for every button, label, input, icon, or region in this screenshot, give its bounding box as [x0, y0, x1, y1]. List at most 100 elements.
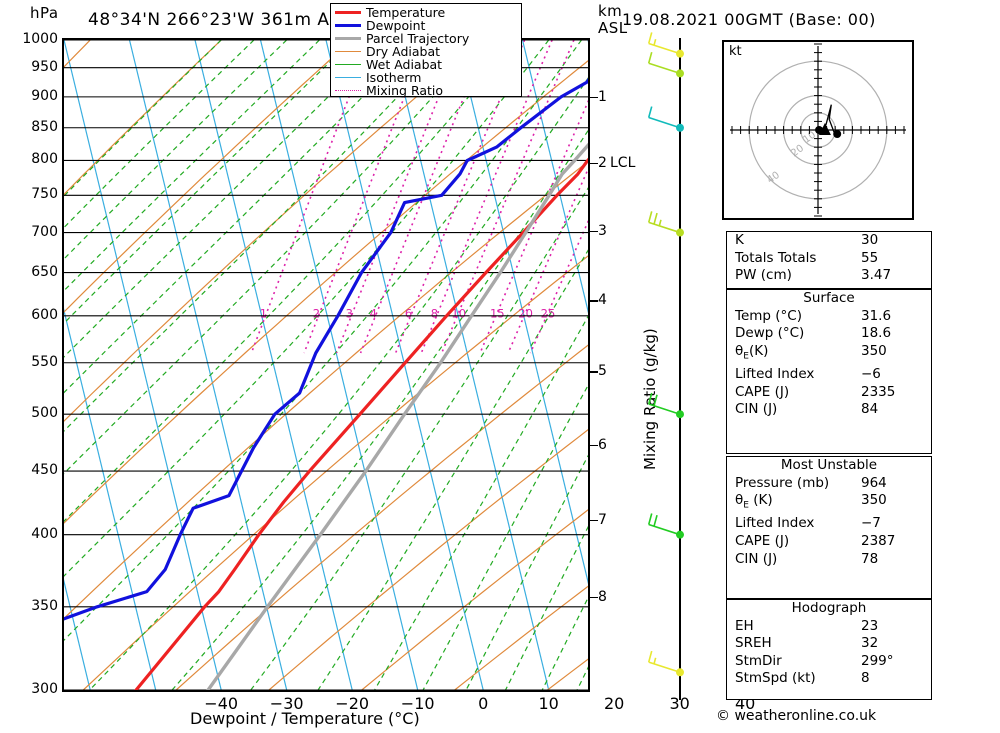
- hodograph-stats-row: StmSpd (kt) 8: [727, 670, 931, 688]
- pressure-tick-900: 900: [31, 87, 58, 104]
- wind-barb-975hpa: [648, 32, 684, 58]
- most-unstable-row: CAPE (J) 2387: [727, 533, 931, 551]
- height-tick-6km: 6: [598, 436, 607, 453]
- surface-row: CIN (J) 84: [727, 401, 931, 419]
- surface-value: 350: [861, 342, 887, 359]
- height-tickmark: [590, 519, 598, 522]
- surface-value: 84: [861, 401, 879, 418]
- legend-swatch: [335, 51, 361, 52]
- most-unstable-label: CAPE (J): [735, 533, 790, 550]
- surface-label: θE(K): [735, 342, 769, 362]
- hodograph-stats-panel: Hodograph EH 23 SREH 32 StmDir 299° StmSpd (kt)…: [726, 599, 932, 700]
- pressure-tick-600: 600: [31, 306, 58, 323]
- legend-item-temperature: Temperature: [335, 6, 517, 19]
- temperature-tick--20: −20: [335, 694, 370, 713]
- height-tickmark: [590, 371, 598, 373]
- hodograph-plot[interactable]: 10 20 40 kt: [722, 40, 914, 220]
- hodograph-stats-row: SREH 32: [727, 635, 931, 653]
- svg-text:1: 1: [260, 306, 267, 320]
- height-tick-7km: 7: [598, 511, 607, 528]
- hodograph-stats-heading: Hodograph: [791, 600, 867, 616]
- hodograph-stats-value: 299°: [861, 652, 894, 669]
- pressure-tick-350: 350: [31, 597, 58, 614]
- temperature-tick-0: 0: [478, 694, 489, 713]
- most-unstable-heading: Most Unstable: [780, 457, 878, 473]
- height-unit-label-asl: ASL: [598, 19, 628, 37]
- legend-swatch: [335, 11, 361, 14]
- svg-text:4: 4: [370, 306, 377, 320]
- wind-barb-700hpa: [648, 211, 684, 237]
- most-unstable-row: Pressure (mb) 964: [727, 475, 931, 493]
- svg-text:25: 25: [541, 306, 556, 320]
- pressure-tick-400: 400: [31, 525, 58, 542]
- temperature-tick-10: 10: [538, 694, 559, 713]
- most-unstable-row: CIN (J) 78: [727, 551, 931, 569]
- legend-item-isotherm: Isotherm: [335, 71, 517, 84]
- legend-label: Wet Adiabat: [366, 57, 443, 72]
- surface-label: Temp (°C): [735, 307, 802, 324]
- indices-row: Totals Totals 55: [727, 250, 931, 268]
- legend-swatch: [335, 37, 361, 40]
- hodograph-stats-value: 32: [861, 635, 879, 652]
- legend-item-wet-adiabat: Wet Adiabat: [335, 58, 517, 71]
- surface-row: Temp (°C) 31.6: [727, 308, 931, 326]
- hodograph-stats-label: StmSpd (kt): [735, 670, 816, 687]
- legend-swatch: [335, 24, 361, 27]
- legend-item-mixing-ratio: Mixing Ratio: [335, 84, 517, 97]
- hodograph-stats-label: SREH: [735, 635, 772, 652]
- wind-barb-940hpa: [648, 51, 684, 78]
- svg-text:40: 40: [765, 170, 782, 186]
- surface-row: Lifted Index −6: [727, 366, 931, 384]
- lcl-marker-label: LCL: [610, 154, 636, 171]
- indices-label: K: [735, 232, 744, 248]
- legend-swatch: [335, 64, 361, 65]
- surface-label: CIN (J): [735, 401, 778, 418]
- most-unstable-label: θE (K): [735, 492, 773, 511]
- legend-label: Parcel Trajectory: [366, 31, 470, 46]
- temperature-tick-30: 30: [669, 694, 690, 713]
- legend-swatch: [335, 90, 361, 91]
- svg-text:6: 6: [405, 306, 412, 320]
- indices-panel: K 30 Totals Totals 55 PW (cm) 3.47: [726, 231, 932, 289]
- wind-barb-column: [648, 32, 684, 700]
- pressure-tick-850: 850: [31, 118, 58, 135]
- pressure-tick-700: 700: [31, 223, 58, 240]
- surface-label: CAPE (J): [735, 383, 790, 400]
- indices-value: 3.47: [861, 267, 892, 284]
- legend-label: Dry Adiabat: [366, 44, 441, 59]
- indices-value: 30: [861, 232, 879, 248]
- height-tickmark: [590, 96, 598, 99]
- surface-panel: Surface Temp (°C) 31.6 Dewp (°C) 18.6 θE(K) 35…: [726, 289, 932, 454]
- chart-legend: Temperature Dewpoint Parcel Trajectory Dry …: [330, 3, 522, 97]
- wind-barb-850hpa: [648, 106, 684, 132]
- indices-label: PW (cm): [735, 267, 792, 284]
- hodograph-stats-row: EH 23: [727, 618, 931, 636]
- height-tickmark: [590, 230, 598, 233]
- height-tick-1km: 1: [598, 88, 607, 105]
- height-tick-3km: 3: [598, 222, 607, 239]
- indices-row: K 30: [727, 232, 931, 250]
- legend-label: Isotherm: [366, 70, 422, 85]
- legend-label: Mixing Ratio: [366, 83, 444, 98]
- most-unstable-value: 964: [861, 474, 887, 491]
- skewt-plot-area[interactable]: 1 2 3 4 6 8 10 15 20 25: [62, 38, 590, 692]
- wind-barb-400hpa: [648, 513, 684, 539]
- pressure-unit-label: hPa: [30, 4, 59, 22]
- svg-text:2: 2: [313, 306, 320, 320]
- wind-barb-310hpa: [648, 650, 684, 677]
- legend-item-dry-adiabat: Dry Adiabat: [335, 45, 517, 58]
- x-axis-label: Dewpoint / Temperature (°C): [190, 709, 420, 728]
- hodograph-unit-label: kt: [729, 44, 742, 59]
- pressure-tick-800: 800: [31, 151, 58, 168]
- surface-value: −6: [861, 366, 881, 383]
- pressure-tick-450: 450: [31, 462, 58, 479]
- most-unstable-value: −7: [861, 515, 881, 532]
- most-unstable-value: 350: [861, 492, 887, 509]
- legend-item-parcel-trajectory: Parcel Trajectory: [335, 32, 517, 45]
- most-unstable-label: Lifted Index: [735, 515, 815, 532]
- height-tick-4km: 4: [598, 292, 607, 309]
- copyright-text: © weatheronline.co.uk: [716, 708, 877, 724]
- svg-text:8: 8: [431, 306, 438, 320]
- svg-text:20: 20: [518, 306, 533, 320]
- hodograph-stats-value: 8: [861, 670, 870, 687]
